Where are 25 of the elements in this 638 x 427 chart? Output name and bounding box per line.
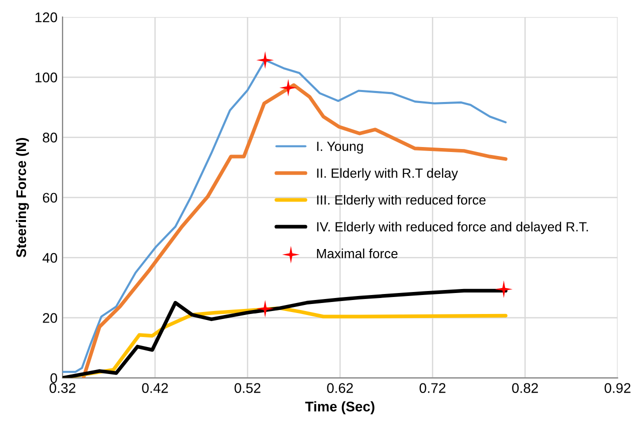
y-tick-label: 60 <box>42 192 58 203</box>
point <box>279 78 298 97</box>
x-tick-label: 0.32 <box>50 383 76 393</box>
point <box>256 51 274 69</box>
legend-label: Maximal force <box>317 248 398 258</box>
y-tick-label: 120 <box>36 12 58 22</box>
y-tick-label: 0 <box>50 373 58 384</box>
x-tick-label: 0.92 <box>604 383 630 393</box>
x-tick-label: 0.42 <box>142 383 168 393</box>
point <box>495 280 513 298</box>
legend-label: II. Elderly with R.T delay <box>317 168 458 180</box>
y-tick-label: 20 <box>42 313 58 323</box>
legend-label: IV. Elderly with reduced force and delayed R.T. <box>317 222 588 234</box>
legend-label: I. Young <box>317 142 363 154</box>
y-tick-label: 100 <box>36 72 58 82</box>
x-axis-title: Time (Sec) <box>305 401 374 414</box>
x-tick-label: 0.72 <box>420 383 446 393</box>
y-tick-label: 80 <box>42 132 58 143</box>
y-axis-title: Steering Force (N) <box>16 138 29 258</box>
x-tick-label: 0.82 <box>512 383 538 393</box>
x-tick-label: 0.62 <box>327 383 353 393</box>
y-tick-label: 40 <box>42 252 58 263</box>
legend-label: III. Elderly with reduced force <box>317 194 486 208</box>
x-tick-label: 0.52 <box>234 383 260 393</box>
point <box>256 300 274 318</box>
